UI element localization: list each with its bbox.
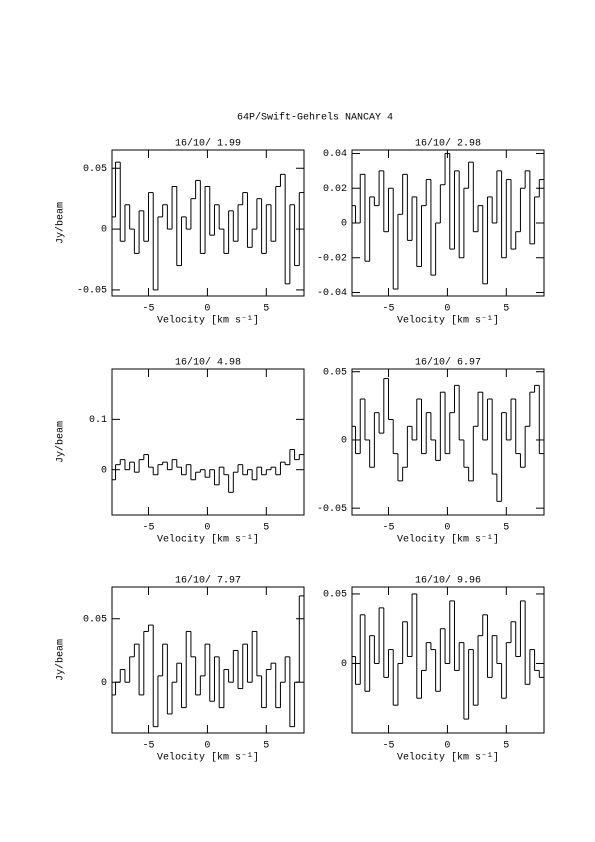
panel: 16/10/ 4.98 Velocity [km s⁻¹] Jy/beam -5 0 5 0… <box>55 357 305 546</box>
y-tick-label: -0.04 <box>317 288 347 299</box>
x-tick-label: 0 <box>204 741 210 752</box>
panel-title: 16/10/ 6.97 <box>415 357 481 369</box>
spectrum <box>352 152 544 290</box>
y-tick-label: 0.04 <box>323 149 347 160</box>
y-tick-label: 0.05 <box>323 590 347 601</box>
x-tick-label: 5 <box>263 304 269 315</box>
y-tick-label: 0.1 <box>89 415 107 426</box>
x-axis-label: Velocity [km s⁻¹] <box>157 534 259 546</box>
x-tick-label: 0 <box>444 741 450 752</box>
frame <box>351 586 545 734</box>
y-axis-label: Jy/beam <box>55 639 67 681</box>
x-tick-label: 0 <box>444 304 450 315</box>
x-tick-label: -5 <box>383 523 395 534</box>
y-tick-label: 0.05 <box>83 614 107 625</box>
panel: 16/10/ 2.98 Velocity [km s⁻¹]-5 0 5 -0.04 -0.… <box>317 138 545 327</box>
panel-title: 16/10/ 9.96 <box>415 575 481 587</box>
y-tick-label: 0 <box>101 678 107 689</box>
figure-title: 64P/Swift-Gehrels NANCAY 4 <box>237 112 393 124</box>
spectrum <box>112 161 304 291</box>
panel-title: 16/10/ 2.98 <box>415 138 481 150</box>
spectrum <box>112 595 304 728</box>
spectrum <box>352 593 544 720</box>
y-tick-label: 0 <box>341 219 347 230</box>
panel: 16/10/ 6.97 Velocity [km s⁻¹]-5 0 5 -0.05 0 0.… <box>317 357 545 546</box>
y-axis-label: Jy/beam <box>55 202 67 244</box>
frame <box>111 149 305 297</box>
y-tick-label: 0.05 <box>83 164 107 175</box>
frame <box>351 149 545 297</box>
x-tick-label: 0 <box>204 304 210 315</box>
x-axis-label: Velocity [km s⁻¹] <box>397 315 499 327</box>
x-tick-label: 5 <box>263 523 269 534</box>
y-axis-label: Jy/beam <box>55 421 67 463</box>
x-tick-label: -5 <box>143 523 155 534</box>
x-tick-label: 5 <box>263 741 269 752</box>
y-tick-label: -0.05 <box>77 286 107 297</box>
y-tick-label: 0 <box>101 465 107 476</box>
y-tick-label: 0.02 <box>323 184 347 195</box>
panel: 16/10/ 7.97 Velocity [km s⁻¹] Jy/beam -5 0 5 0… <box>55 575 305 764</box>
x-axis-label: Velocity [km s⁻¹] <box>157 752 259 764</box>
spectrum <box>112 449 304 493</box>
y-tick-label: 0 <box>101 225 107 236</box>
x-tick-label: 5 <box>503 741 509 752</box>
x-tick-label: -5 <box>143 741 155 752</box>
x-axis-label: Velocity [km s⁻¹] <box>397 534 499 546</box>
x-tick-label: -5 <box>383 741 395 752</box>
x-axis-label: Velocity [km s⁻¹] <box>157 315 259 327</box>
x-tick-label: 5 <box>503 304 509 315</box>
x-tick-label: 0 <box>204 523 210 534</box>
x-tick-label: -5 <box>383 304 395 315</box>
panel-title: 16/10/ 7.97 <box>175 575 241 587</box>
y-tick-label: -0.02 <box>317 253 347 264</box>
x-tick-label: -5 <box>143 304 155 315</box>
y-tick-label: 0 <box>341 659 347 670</box>
x-axis-label: Velocity [km s⁻¹] <box>397 752 499 764</box>
y-tick-label: 0 <box>341 436 347 447</box>
panel-title: 16/10/ 4.98 <box>175 357 241 369</box>
panel-title: 16/10/ 1.99 <box>175 138 241 150</box>
x-tick-label: 0 <box>444 523 450 534</box>
spectrum <box>352 378 544 502</box>
panel: 16/10/ 9.96 Velocity [km s⁻¹]-5 0 5 0 0.05 <box>323 575 545 764</box>
frame <box>111 586 305 734</box>
frame <box>111 368 305 516</box>
y-tick-label: 0.05 <box>323 367 347 378</box>
frame <box>351 368 545 516</box>
x-tick-label: 5 <box>503 523 509 534</box>
panel: 16/10/ 1.99 Velocity [km s⁻¹] Jy/beam -5 0 5 -… <box>55 138 305 327</box>
y-tick-label: -0.05 <box>317 504 347 515</box>
